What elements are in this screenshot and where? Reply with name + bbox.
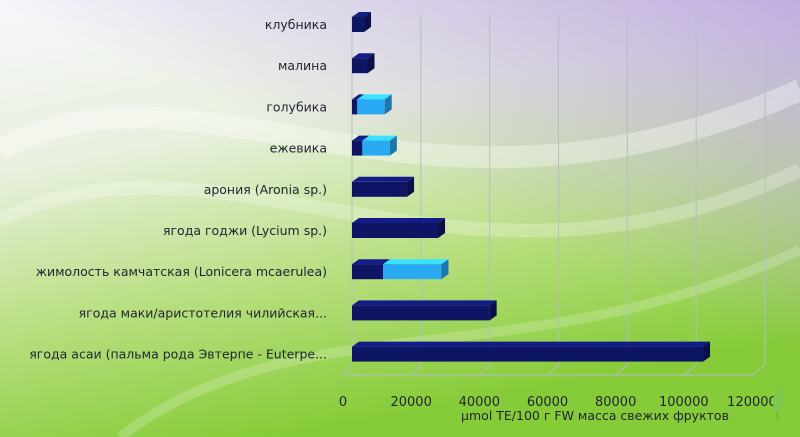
- category-labels: клубника малина голубика ежевика арония (Aro…: [29, 17, 327, 362]
- category-label: голубика: [266, 99, 327, 114]
- gridline-floor: [478, 364, 491, 376]
- bars: [352, 12, 711, 362]
- bar: [382, 259, 449, 280]
- bar: [352, 300, 497, 321]
- background-swoosh: [0, 163, 800, 238]
- gridline-floor: [342, 364, 353, 376]
- background-swoosh: [0, 79, 800, 169]
- gridline-floor: [683, 364, 697, 376]
- x-tick-label: 20000: [390, 395, 431, 410]
- bar: [352, 218, 446, 238]
- x-tick-label: 40000: [459, 395, 500, 410]
- x-tick-label: 0: [339, 395, 347, 410]
- gridline-floor: [547, 364, 559, 376]
- category-label: ягода годжи (Lycium sp.): [163, 223, 327, 238]
- background-swoosh: [116, 245, 800, 437]
- category-label: ежевика: [270, 141, 327, 156]
- bar: [352, 176, 415, 197]
- leaf-icon: [772, 387, 785, 420]
- category-label: ягода асаи (пальма рода Эвтерпе - Euterp…: [29, 347, 327, 362]
- x-tick-label: 60000: [527, 395, 568, 410]
- gridline-floor: [615, 364, 628, 376]
- x-axis: 0 20000 40000 60000 80000 100000 120000: [339, 374, 777, 410]
- category-label: арония (Aronia sp.): [204, 182, 327, 197]
- bar: [352, 12, 372, 32]
- gridline-floor: [410, 364, 422, 376]
- gridline-floor: [751, 364, 766, 376]
- category-label: малина: [278, 58, 327, 73]
- bar: [357, 94, 392, 115]
- x-tick-label: 120000: [727, 395, 777, 410]
- x-axis-title: μmol TE/100 г FW масса свежих фруктов: [461, 408, 729, 423]
- bar: [362, 135, 397, 156]
- x-tick-label: 80000: [595, 395, 636, 410]
- category-label: ягода маки/аристотелия чилийская...: [79, 305, 327, 320]
- category-label: жимолость камчатская (Lonicera mcaerulea…: [36, 264, 327, 279]
- category-label: клубника: [265, 17, 327, 32]
- bar: [352, 53, 375, 74]
- bar: [352, 341, 711, 362]
- x-tick-label: 100000: [659, 395, 709, 410]
